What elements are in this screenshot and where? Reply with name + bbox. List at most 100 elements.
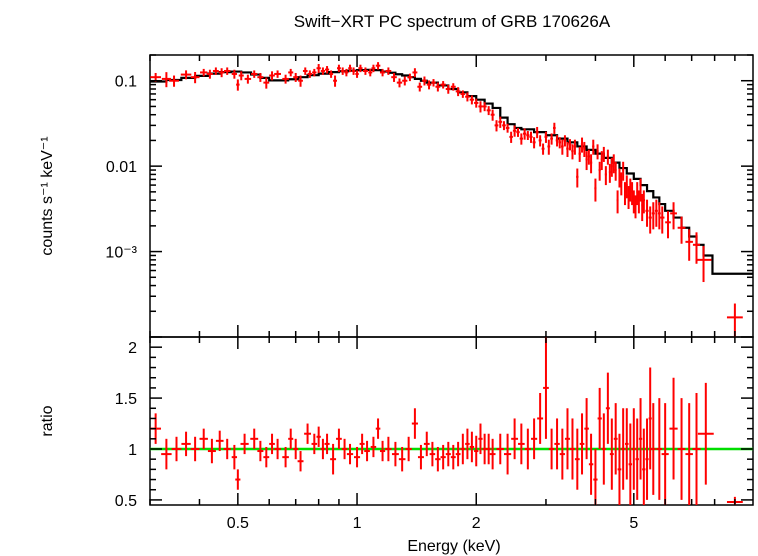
spectrum-data-point bbox=[535, 126, 539, 139]
spectrum-data-point bbox=[529, 131, 533, 143]
ratio-data-point bbox=[482, 433, 487, 465]
spectrum-data-point bbox=[636, 182, 639, 206]
ratio-data-point bbox=[559, 428, 565, 480]
spectrum-data-point bbox=[592, 139, 595, 155]
spectrum-data-point bbox=[538, 135, 542, 147]
ratio-data-point bbox=[364, 440, 370, 462]
x-tick-label: 2 bbox=[472, 515, 481, 532]
spectrum-data-point bbox=[616, 190, 619, 214]
spectrum-data-point bbox=[512, 125, 517, 137]
x-tick-label: 1 bbox=[353, 515, 362, 532]
ratio-data-point bbox=[609, 418, 614, 490]
spectrum-data-point bbox=[523, 128, 527, 140]
spectrum-data-point bbox=[558, 137, 562, 149]
ratio-data-point bbox=[274, 438, 281, 460]
spectrum-data-point bbox=[625, 175, 628, 199]
spectrum-data-point bbox=[623, 182, 626, 206]
spectrum-data-point bbox=[589, 154, 593, 174]
ratio-data-point bbox=[635, 418, 639, 500]
spectrum-data-point bbox=[263, 77, 270, 89]
spectrum-data-point bbox=[598, 161, 601, 181]
spectrum-data-point bbox=[654, 199, 658, 227]
spectrum-data-point bbox=[236, 79, 240, 91]
spectrum-y-axis-label: counts s⁻¹ keV⁻¹ bbox=[39, 136, 56, 255]
spectrum-data-point bbox=[600, 151, 603, 171]
spectrum-data-point bbox=[312, 68, 317, 77]
ratio-data-point bbox=[601, 413, 606, 485]
ratio-data-point bbox=[489, 438, 496, 470]
ratio-data-point bbox=[269, 433, 275, 455]
ratio-data-point bbox=[584, 398, 589, 460]
spectrum-data-point bbox=[620, 172, 623, 196]
spectrum-data-point bbox=[541, 143, 545, 155]
spectrum-data-point bbox=[532, 137, 536, 149]
ratio-data-point bbox=[478, 423, 483, 455]
spectrum-data-point bbox=[307, 70, 313, 78]
ratio-data-point bbox=[450, 444, 456, 470]
ratio-data-point bbox=[375, 418, 381, 439]
ratio-data-point bbox=[346, 443, 354, 465]
spectrum-data-point bbox=[502, 121, 506, 131]
ratio-data-point bbox=[385, 436, 392, 462]
model-step-line bbox=[150, 68, 753, 275]
spectrum-data-point bbox=[348, 64, 352, 73]
ratio-data-point bbox=[171, 436, 182, 462]
spectrum-data-point bbox=[670, 202, 677, 230]
spectrum-data-point bbox=[478, 101, 483, 113]
spectrum-data-point bbox=[422, 76, 427, 86]
spectrum-data-point bbox=[612, 154, 615, 174]
ratio-data-point bbox=[656, 398, 663, 500]
ratio-data-point bbox=[605, 372, 610, 444]
spectrum-data-point bbox=[576, 168, 579, 188]
spectrum-data-point bbox=[651, 202, 655, 230]
spectrum-data-point bbox=[648, 206, 652, 234]
ratio-data-point bbox=[417, 444, 424, 470]
spectrum-data-point bbox=[190, 71, 200, 84]
spectrum-data-point bbox=[580, 137, 584, 153]
ratio-data-point bbox=[645, 418, 649, 500]
ratio-data-point bbox=[359, 433, 365, 455]
spectrum-data-point bbox=[631, 182, 634, 206]
ratio-data-point bbox=[597, 387, 602, 449]
ratio-data-point bbox=[379, 440, 386, 462]
spectrum-data-point bbox=[685, 229, 693, 261]
ratio-data-point bbox=[564, 408, 571, 470]
ratio-data-point bbox=[316, 426, 321, 447]
spectrum-data-point bbox=[627, 186, 630, 210]
ratio-data-point bbox=[231, 444, 238, 470]
spectrum-data-point bbox=[440, 81, 446, 89]
axes-layer: 0.5 1 2 5 0.1 0.01 10⁻³ 0.5 1 1.5 2 bbox=[105, 54, 753, 532]
ratio-data-point bbox=[336, 428, 342, 449]
spectrum-data-point bbox=[469, 95, 475, 105]
ratio-data-point bbox=[617, 433, 622, 505]
ratio-data-point bbox=[161, 438, 172, 470]
spectrum-data-point bbox=[288, 68, 294, 77]
spectrum-data-point bbox=[642, 190, 646, 214]
ratio-data-point bbox=[311, 433, 318, 455]
ratio-data-point bbox=[504, 433, 512, 475]
ratio-data-point bbox=[405, 436, 412, 462]
ratio-data-point bbox=[593, 449, 598, 505]
ratio-data-point bbox=[669, 377, 678, 480]
ratio-data-point bbox=[624, 408, 629, 480]
spectrum-data-point bbox=[169, 75, 179, 87]
ratio-data-point bbox=[215, 430, 224, 452]
x-tick-label: 0.5 bbox=[227, 515, 249, 532]
ratio-y-tick-label: 1 bbox=[128, 442, 137, 459]
spectrum-data-point bbox=[614, 161, 617, 181]
spectrum-panel-frame bbox=[149, 54, 754, 338]
ratio-data-point bbox=[435, 446, 441, 472]
spectrum-data-point bbox=[677, 216, 686, 244]
spectrum-data-point bbox=[568, 139, 572, 151]
spectrum-data-point bbox=[573, 139, 577, 155]
spectrum-data-point bbox=[282, 74, 289, 84]
spectrum-data-point bbox=[602, 146, 605, 162]
spectrum-data-point bbox=[251, 70, 258, 78]
spectrum-y-tick-label: 10⁻³ bbox=[105, 245, 137, 262]
spectrum-data-point bbox=[578, 146, 581, 162]
spectrum-data-point bbox=[329, 70, 334, 78]
spectrum-data-point bbox=[180, 70, 192, 80]
spectrum-data-point bbox=[583, 141, 586, 157]
ratio-plot-area bbox=[150, 337, 753, 505]
